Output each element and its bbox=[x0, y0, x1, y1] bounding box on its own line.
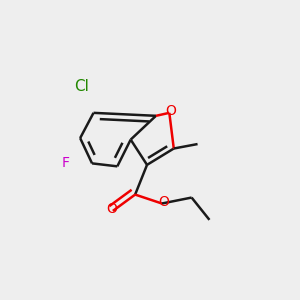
Text: O: O bbox=[106, 202, 117, 216]
Text: O: O bbox=[158, 195, 169, 209]
Text: F: F bbox=[61, 156, 69, 170]
Text: O: O bbox=[165, 104, 176, 118]
Text: Cl: Cl bbox=[74, 79, 89, 94]
